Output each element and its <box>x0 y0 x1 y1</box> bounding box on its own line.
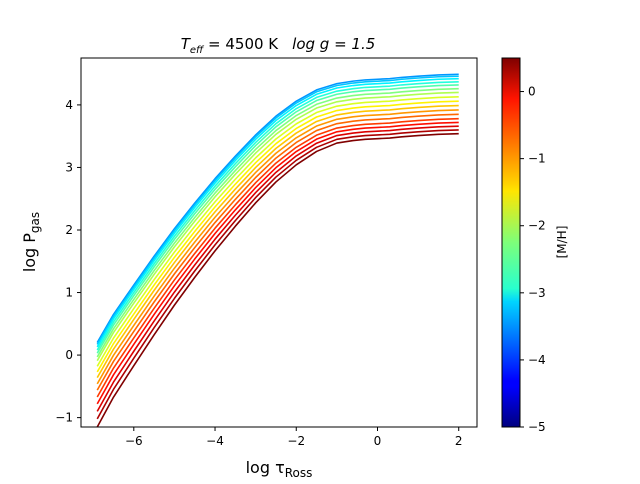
x-tick-label: −6 <box>125 434 143 448</box>
y-tick-label: −1 <box>55 411 73 425</box>
x-tick-label: 2 <box>455 434 463 448</box>
y-tick-label: 2 <box>65 223 73 237</box>
colorbar-ticks: −5 −4 −3 −2 −1 0 <box>520 85 546 434</box>
plot-frame <box>80 57 478 428</box>
series-line <box>96 87 459 358</box>
chart-title-right: log g = 1.5 <box>292 35 375 53</box>
x-axis-ticks: −6 −4 −2 0 2 <box>125 427 463 448</box>
colorbar-tick-label: −2 <box>528 219 546 233</box>
series-line <box>96 125 459 412</box>
y-axis-label: log Pgas <box>20 212 42 272</box>
series-line <box>96 104 459 378</box>
y-tick-label: 3 <box>65 160 73 174</box>
series-line <box>96 100 459 373</box>
colorbar <box>501 57 521 428</box>
series-line <box>96 91 459 362</box>
colorbar-label: [M/H] <box>555 226 569 259</box>
x-tick-label: −2 <box>287 434 305 448</box>
y-axis-ticks: −1 0 1 2 3 4 <box>55 98 81 425</box>
series-line <box>96 121 459 405</box>
colorbar-tick-label: 0 <box>528 85 536 99</box>
series-lines <box>96 73 459 427</box>
series-line <box>96 80 459 351</box>
colorbar-tick-label: −1 <box>528 152 546 166</box>
x-tick-label: −4 <box>206 434 224 448</box>
colorbar-tick-label: −3 <box>528 286 546 300</box>
series-line <box>96 84 459 354</box>
chart-title: Teff = 4500 K log g = 1.5 <box>181 35 376 56</box>
series-line <box>96 113 459 391</box>
chart-title-left: T <box>181 35 192 53</box>
y-tick-label: 0 <box>65 348 73 362</box>
y-tick-label: 1 <box>65 286 73 300</box>
colorbar-tick-label: −4 <box>528 353 546 367</box>
series-line <box>96 117 459 398</box>
y-tick-label: 4 <box>65 98 73 112</box>
series-line <box>96 77 459 348</box>
series-line <box>96 109 459 385</box>
x-tick-label: 0 <box>374 434 382 448</box>
colorbar-tick-label: −5 <box>528 420 546 434</box>
chart-title-left-rest: = 4500 K <box>203 35 279 53</box>
series-line <box>96 75 459 345</box>
series-line <box>96 95 459 367</box>
series-line <box>96 73 459 343</box>
series-line <box>96 132 459 427</box>
chart-title-left-sub: eff <box>190 45 205 56</box>
series-line <box>96 129 459 420</box>
x-axis-label: log τRoss <box>246 458 313 480</box>
